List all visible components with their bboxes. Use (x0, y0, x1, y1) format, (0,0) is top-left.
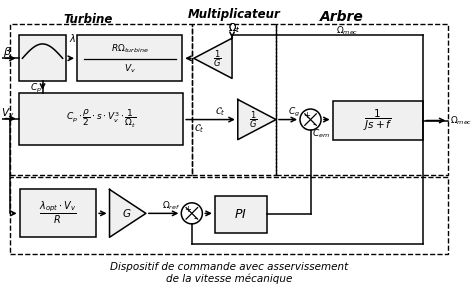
Text: Arbre: Arbre (320, 10, 364, 24)
Polygon shape (238, 99, 276, 140)
Text: $\mathcal{C}_t$: $\mathcal{C}_t$ (215, 106, 226, 118)
Text: $\dfrac{1}{G}$: $\dfrac{1}{G}$ (249, 109, 257, 130)
Text: $\Omega_t$: $\Omega_t$ (228, 21, 240, 35)
Text: -: - (194, 213, 197, 223)
Polygon shape (194, 38, 232, 78)
Text: $PI$: $PI$ (234, 208, 247, 221)
Bar (192, 24, 276, 175)
Text: +: + (303, 111, 310, 120)
Text: $\mathcal{C}_t$: $\mathcal{C}_t$ (194, 122, 205, 135)
Text: $\Omega_{mec}$: $\Omega_{mec}$ (450, 114, 473, 127)
Text: +: + (184, 205, 191, 214)
Text: Turbine: Turbine (64, 13, 113, 26)
Bar (18, 93, 183, 145)
Text: $\lambda$: $\lambda$ (69, 32, 76, 44)
Text: $V_v$: $V_v$ (1, 106, 15, 120)
Bar (77, 35, 182, 81)
Text: $C_p$: $C_p$ (30, 82, 42, 95)
Text: $V_v$: $V_v$ (124, 63, 136, 75)
Bar (333, 101, 423, 140)
Bar (19, 189, 96, 237)
Text: $\Omega_{ref}$: $\Omega_{ref}$ (163, 200, 181, 212)
Bar (18, 35, 66, 81)
Text: -: - (313, 119, 316, 129)
Bar (215, 196, 267, 232)
Bar (10, 24, 192, 175)
Polygon shape (109, 189, 146, 237)
Text: $\dfrac{\lambda_{opt} \cdot V_v}{R}$: $\dfrac{\lambda_{opt} \cdot V_v}{R}$ (39, 200, 77, 226)
Text: Dispositif de commande avec asservissement
de la vitesse mécanique: Dispositif de commande avec asservisseme… (110, 262, 348, 284)
Bar (10, 177, 448, 253)
Text: $R\Omega_{turbine}$: $R\Omega_{turbine}$ (111, 42, 148, 55)
Text: $G$: $G$ (122, 207, 131, 219)
Text: $C_g$: $C_g$ (288, 106, 301, 119)
Text: $C_p \cdot \dfrac{\rho}{2} \cdot s \cdot V_v^3 \cdot \dfrac{1}{\Omega_t}$: $C_p \cdot \dfrac{\rho}{2} \cdot s \cdot… (66, 107, 136, 130)
Text: Multiplicateur: Multiplicateur (188, 8, 280, 21)
Text: $\Omega_t$: $\Omega_t$ (228, 21, 240, 35)
Text: $\beta$: $\beta$ (3, 45, 11, 59)
Text: $\Omega_{mec}$: $\Omega_{mec}$ (336, 24, 358, 37)
Text: $C_{em}$: $C_{em}$ (312, 128, 330, 140)
Text: $\dfrac{1}{Js+f}$: $\dfrac{1}{Js+f}$ (363, 108, 392, 133)
Text: $\dfrac{1}{G}$: $\dfrac{1}{G}$ (213, 48, 222, 69)
Bar (276, 24, 448, 175)
